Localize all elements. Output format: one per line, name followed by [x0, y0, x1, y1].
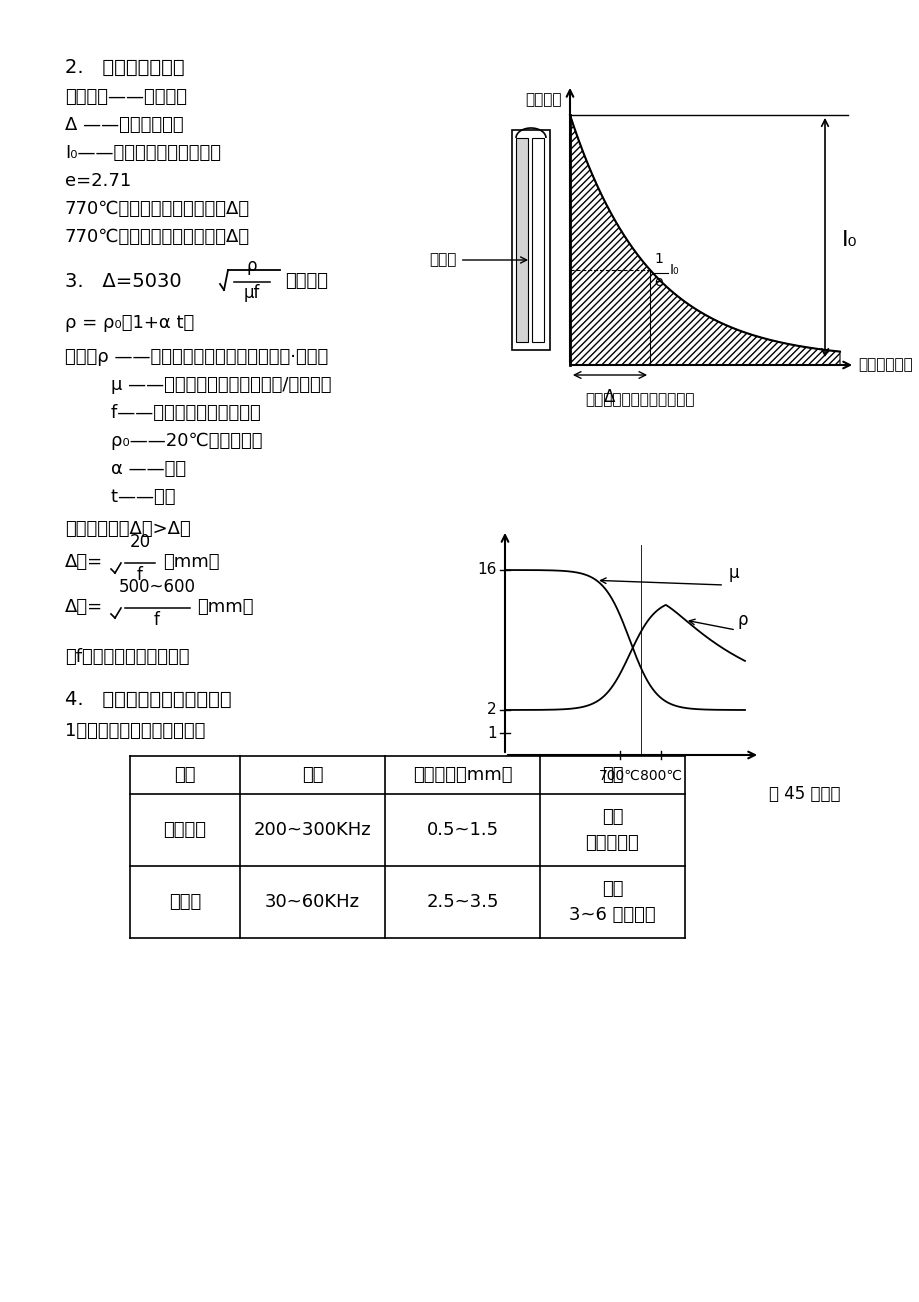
- Text: I₀: I₀: [841, 230, 857, 250]
- Text: t——温度: t——温度: [65, 488, 176, 506]
- Text: （mm）: （mm）: [197, 598, 254, 616]
- Text: 4.   感应加热分类和加热方法: 4. 感应加热分类和加热方法: [65, 690, 232, 710]
- Text: 20: 20: [130, 533, 151, 551]
- Text: ρ = ρ₀（1+α t）: ρ = ρ₀（1+α t）: [65, 314, 194, 332]
- Text: （mm）: （mm）: [163, 553, 220, 572]
- Text: 1: 1: [487, 725, 496, 741]
- Text: 2.   交变电流的特性: 2. 交变电流的特性: [65, 59, 185, 77]
- Text: f——电流频率（单位：赫）: f——电流频率（单位：赫）: [65, 404, 260, 422]
- Text: 适用: 适用: [601, 766, 622, 784]
- Text: ρ₀——20℃时的电阻率: ρ₀——20℃时的电阻率: [65, 432, 262, 450]
- Text: 对于钢铁材料Δ热>Δ冷: 对于钢铁材料Δ热>Δ冷: [65, 519, 190, 538]
- Text: f: f: [137, 566, 142, 585]
- Text: 感应器: 感应器: [429, 253, 526, 267]
- Text: μ ——材料导磁率（单位：高斯/奥斯特）: μ ——材料导磁率（单位：高斯/奥斯特）: [65, 376, 331, 395]
- Text: e: e: [653, 275, 662, 289]
- Text: e=2.71: e=2.71: [65, 172, 131, 190]
- Text: Δ热=: Δ热=: [65, 598, 103, 616]
- Text: 以 45 钢为例: 以 45 钢为例: [768, 785, 840, 803]
- Text: 16: 16: [477, 562, 496, 578]
- Text: 1: 1: [653, 251, 663, 266]
- Text: 800℃: 800℃: [640, 769, 681, 783]
- Text: μ: μ: [728, 564, 738, 582]
- Text: 700℃: 700℃: [598, 769, 641, 783]
- Text: 感应电流在工件截面的分布: 感应电流在工件截面的分布: [584, 392, 694, 408]
- Text: α ——系数: α ——系数: [65, 460, 186, 478]
- Text: 1）根据频率大小分为四类：: 1）根据频率大小分为四类：: [65, 723, 205, 740]
- Text: ρ: ρ: [737, 611, 748, 629]
- Text: 30~60KHz: 30~60KHz: [265, 893, 359, 911]
- Text: 轴类
3~6 模数齿轮: 轴类 3~6 模数齿轮: [569, 880, 655, 924]
- Bar: [512, 130, 550, 350]
- Text: μf: μf: [244, 284, 260, 302]
- Text: 200~300KHz: 200~300KHz: [254, 822, 371, 838]
- Text: f: f: [153, 611, 160, 629]
- Text: 设备: 设备: [174, 766, 196, 784]
- Text: Δ ——电流透入深度: Δ ——电流透入深度: [65, 116, 184, 134]
- Text: 2: 2: [487, 703, 496, 717]
- Text: 500~600: 500~600: [119, 578, 196, 596]
- Bar: [531, 138, 543, 342]
- Text: 770℃以下的电流渗透深度为Δ冷: 770℃以下的电流渗透深度为Δ冷: [65, 201, 250, 217]
- Bar: [516, 138, 528, 342]
- Text: （厘米）: （厘米）: [285, 272, 328, 290]
- Text: 离表面的距离: 离表面的距离: [857, 358, 912, 372]
- Text: 小轴
小模数齿轮: 小轴 小模数齿轮: [585, 807, 639, 853]
- Text: ρ: ρ: [246, 256, 257, 275]
- Text: I₀: I₀: [669, 263, 679, 277]
- Text: （f越小，淬加层就越深）: （f越小，淬加层就越深）: [65, 648, 189, 667]
- Text: 其中：ρ ——工件材料电阻率（单位：欧姆·厘米）: 其中：ρ ——工件材料电阻率（单位：欧姆·厘米）: [65, 348, 328, 366]
- Text: 表面效应——集肤效应: 表面效应——集肤效应: [65, 89, 187, 105]
- Text: 高频设备: 高频设备: [164, 822, 206, 838]
- Text: 淬火深度（mm）: 淬火深度（mm）: [413, 766, 512, 784]
- Text: 770℃以上的电流渗透深度为Δ热: 770℃以上的电流渗透深度为Δ热: [65, 228, 250, 246]
- Text: 0.5~1.5: 0.5~1.5: [426, 822, 498, 838]
- Text: 2.5~3.5: 2.5~3.5: [425, 893, 498, 911]
- Text: 频率: 频率: [301, 766, 323, 784]
- Text: 电流密度: 电流密度: [525, 92, 562, 107]
- Polygon shape: [570, 115, 839, 365]
- Text: Δ冷=: Δ冷=: [65, 553, 103, 572]
- Text: I₀——工件表面最大电流密度: I₀——工件表面最大电流密度: [65, 145, 221, 161]
- Text: 3.   Δ=5030: 3. Δ=5030: [65, 272, 181, 292]
- Text: 超音频: 超音频: [169, 893, 201, 911]
- Text: Δ: Δ: [604, 388, 615, 406]
